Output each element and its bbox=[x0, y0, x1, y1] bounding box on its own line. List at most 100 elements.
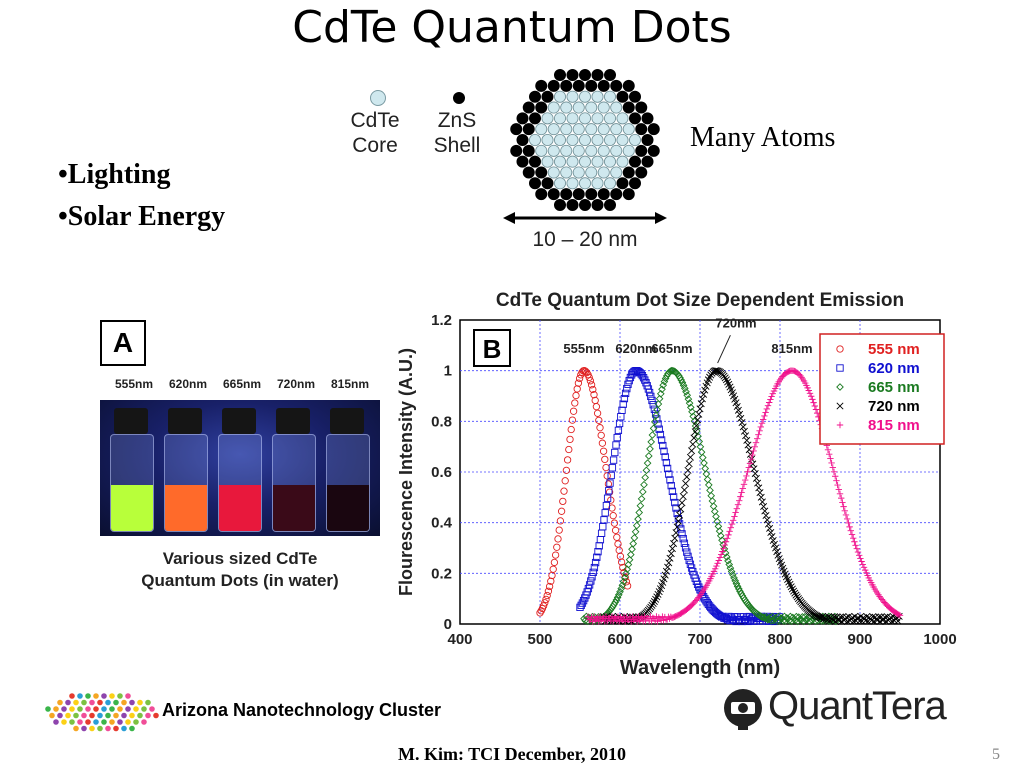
cluster-logo-icon bbox=[45, 693, 159, 732]
core-atom bbox=[591, 155, 604, 168]
shell-atom bbox=[604, 198, 617, 211]
data-point bbox=[767, 528, 775, 537]
logo-dot bbox=[69, 719, 75, 725]
shell-atom bbox=[622, 79, 635, 92]
logo-dot bbox=[69, 693, 75, 699]
legend-entry: 665 nm bbox=[868, 379, 920, 396]
shell-atom bbox=[604, 69, 617, 82]
data-point bbox=[755, 484, 763, 492]
data-point bbox=[745, 464, 752, 471]
core-atom bbox=[566, 155, 579, 168]
data-point bbox=[603, 494, 612, 502]
x-tick-label: 600 bbox=[607, 631, 632, 648]
y-tick-label: 1 bbox=[444, 363, 452, 380]
core-atom bbox=[579, 90, 592, 103]
logo-dot bbox=[129, 725, 135, 732]
core-atom bbox=[610, 144, 623, 157]
logo-dot bbox=[113, 699, 119, 706]
data-point bbox=[586, 377, 595, 385]
data-point bbox=[756, 427, 763, 435]
quantum-dot-structure bbox=[503, 69, 667, 224]
chart-title: CdTe Quantum Dot Size Dependent Emission bbox=[496, 290, 904, 311]
data-point bbox=[862, 566, 869, 574]
logo-dot bbox=[97, 712, 103, 719]
data-point bbox=[850, 617, 858, 625]
data-point bbox=[674, 515, 683, 523]
data-point bbox=[751, 470, 759, 478]
data-point bbox=[802, 616, 810, 624]
shell-atom bbox=[641, 155, 654, 168]
shell-atom bbox=[560, 79, 573, 92]
data-point bbox=[841, 507, 848, 514]
shell-atom bbox=[566, 69, 579, 82]
data-point bbox=[550, 558, 559, 567]
data-point bbox=[657, 436, 666, 444]
data-point bbox=[665, 470, 673, 478]
logo-dot bbox=[89, 699, 95, 706]
shell-label: ZnS Shell bbox=[422, 108, 492, 158]
data-point bbox=[536, 609, 544, 617]
data-point bbox=[714, 560, 721, 567]
data-point bbox=[830, 468, 838, 476]
data-point bbox=[671, 498, 679, 507]
data-point bbox=[562, 466, 571, 474]
data-point bbox=[724, 556, 732, 565]
data-point bbox=[605, 487, 613, 495]
data-point bbox=[678, 378, 687, 387]
data-point bbox=[571, 399, 579, 407]
data-point bbox=[763, 516, 771, 524]
logo-dot bbox=[85, 693, 91, 699]
shell-atom bbox=[522, 101, 535, 114]
shell-atom bbox=[535, 79, 548, 92]
slide-title: CdTe Quantum Dots bbox=[292, 2, 732, 53]
data-point bbox=[716, 531, 725, 540]
data-point bbox=[726, 564, 735, 572]
data-point bbox=[860, 564, 868, 571]
data-point bbox=[628, 545, 636, 554]
data-point bbox=[758, 498, 766, 506]
logo-dot bbox=[133, 706, 139, 712]
data-point bbox=[650, 418, 659, 426]
data-point bbox=[724, 378, 732, 386]
logo-dot bbox=[109, 706, 115, 712]
shell-atom bbox=[529, 90, 542, 103]
core-atom bbox=[591, 177, 604, 190]
data-point bbox=[677, 505, 685, 513]
legend-entry: 720 nm bbox=[868, 398, 920, 415]
core-atom bbox=[628, 134, 641, 147]
shell-label-line-2: Shell bbox=[433, 134, 481, 157]
data-point bbox=[609, 512, 617, 520]
data-point bbox=[787, 583, 795, 591]
data-point bbox=[611, 526, 620, 534]
data-point bbox=[824, 612, 832, 621]
data-point bbox=[767, 396, 774, 403]
data-point bbox=[745, 446, 753, 454]
data-point bbox=[769, 536, 777, 544]
shell-atom bbox=[628, 155, 641, 168]
data-point bbox=[622, 569, 630, 578]
logo-dot bbox=[125, 706, 131, 712]
data-point bbox=[684, 552, 692, 560]
shell-atom bbox=[566, 198, 579, 211]
core-atom bbox=[541, 134, 554, 147]
photo-caption-line-1: Various sized CdTe bbox=[162, 549, 318, 568]
logo-dot bbox=[101, 693, 107, 699]
core-atom bbox=[579, 155, 592, 168]
core-atom bbox=[535, 144, 548, 157]
data-point bbox=[756, 489, 764, 497]
shell-atom bbox=[529, 155, 542, 168]
logo-dot bbox=[109, 693, 115, 699]
data-point bbox=[725, 531, 732, 539]
data-point bbox=[724, 535, 731, 542]
data-point bbox=[797, 372, 804, 379]
shell-atom bbox=[597, 79, 610, 92]
logo-dot bbox=[145, 699, 151, 706]
data-point bbox=[613, 533, 621, 541]
data-point bbox=[664, 563, 672, 571]
y-axis-label: Flourescence Intensity (A.U.) bbox=[396, 348, 416, 596]
logo-dot bbox=[153, 712, 159, 719]
data-point bbox=[662, 567, 670, 575]
core-atom bbox=[604, 177, 617, 190]
data-point bbox=[732, 509, 739, 516]
data-point bbox=[617, 558, 626, 566]
